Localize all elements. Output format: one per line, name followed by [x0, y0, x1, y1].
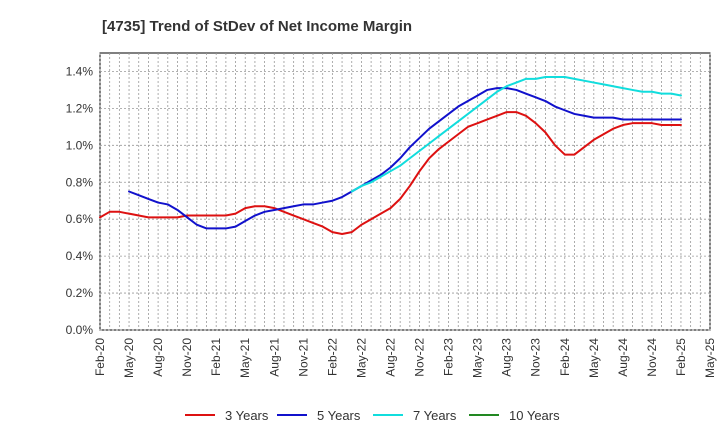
x-tick-label: Nov-20: [180, 338, 194, 377]
series-line-7-years: [350, 76, 682, 193]
x-tick-label: Feb-21: [209, 338, 223, 376]
legend-label: 10 Years: [509, 408, 560, 423]
series-line-3-years: [99, 111, 682, 235]
gridlines: [99, 53, 711, 331]
y-tick-label: 0.2%: [66, 286, 94, 300]
legend-label: 7 Years: [413, 408, 457, 423]
y-tick-label: 0.0%: [66, 323, 94, 337]
x-tick-label: May-24: [587, 338, 601, 378]
x-tick-label: Feb-22: [325, 338, 339, 376]
x-tick-label: May-22: [354, 338, 368, 378]
legend: 3 Years 5 Years 7 Years 10 Years: [185, 408, 560, 423]
x-tick-label: Aug-21: [267, 338, 281, 377]
y-tick-label: 1.0%: [66, 138, 94, 152]
y-tick-label: 1.2%: [66, 101, 94, 115]
series-lines: [99, 76, 682, 235]
x-tick-label: Feb-24: [558, 338, 572, 376]
x-tick-label: May-21: [238, 338, 252, 378]
series-line-5-years: [128, 87, 682, 230]
x-tick-label: Nov-21: [296, 338, 310, 377]
x-tick-label: May-25: [703, 338, 717, 378]
x-tick-label: Nov-23: [529, 338, 543, 377]
x-tick-label: Feb-20: [93, 338, 107, 376]
legend-label: 5 Years: [317, 408, 361, 423]
x-tick-label: Feb-23: [442, 338, 456, 376]
x-tick-label: Aug-20: [151, 338, 165, 377]
axes: 0.0% 0.2% 0.4% 0.6% 0.8% 1.0% 1.2% 1.4% Feb-20 Ma…: [66, 64, 717, 378]
legend-label: 3 Years: [225, 408, 269, 423]
x-tick-label: Aug-23: [500, 338, 514, 377]
y-tick-label: 0.4%: [66, 249, 94, 263]
x-tick-label: May-20: [122, 338, 136, 378]
x-tick-label: Aug-24: [616, 338, 630, 377]
chart-title: [4735] Trend of StDev of Net Income Marg…: [102, 18, 412, 35]
y-tick-label: 0.8%: [66, 175, 94, 189]
x-tick-label: Feb-25: [674, 338, 688, 376]
x-tick-label: May-23: [471, 338, 485, 378]
x-tick-label: Nov-22: [413, 338, 427, 377]
y-tick-label: 0.6%: [66, 212, 94, 226]
x-tick-label: Nov-24: [645, 338, 659, 377]
x-tick-label: Aug-22: [383, 338, 397, 377]
y-tick-label: 1.4%: [66, 64, 94, 78]
